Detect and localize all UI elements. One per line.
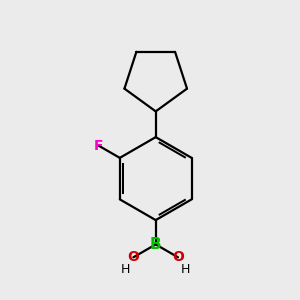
Text: H: H — [121, 263, 130, 276]
Text: H: H — [181, 263, 190, 276]
Text: F: F — [94, 139, 104, 153]
Text: B: B — [150, 237, 161, 252]
Text: O: O — [172, 250, 184, 264]
Text: O: O — [128, 250, 140, 264]
